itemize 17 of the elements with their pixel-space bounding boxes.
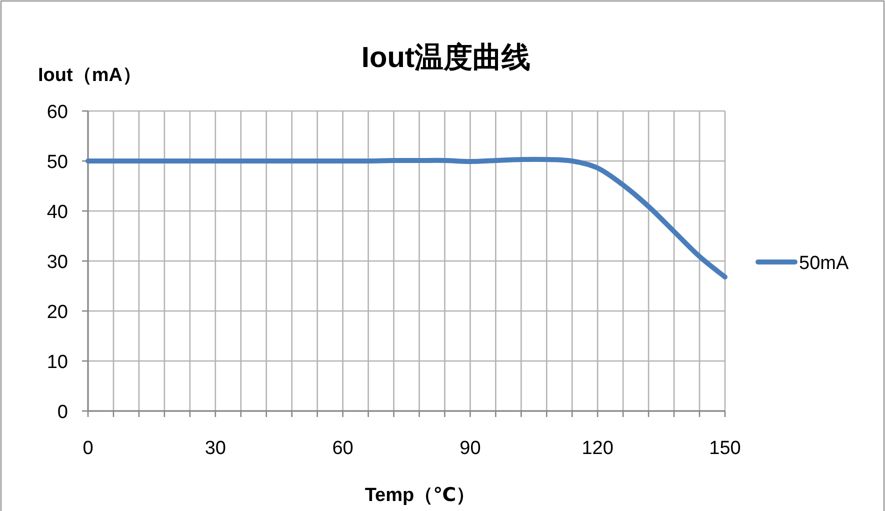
x-tick-label: 60: [332, 438, 354, 459]
x-tick-label: 120: [582, 438, 614, 459]
y-tick-label: 0: [57, 402, 68, 423]
y-tick-label: 10: [46, 352, 68, 373]
chart-title: Iout温度曲线: [361, 41, 531, 74]
y-axis-title: Iout（mA）: [38, 65, 142, 86]
legend-label: 50mA: [799, 253, 849, 274]
y-tick-label: 40: [46, 202, 68, 223]
x-axis-title: Temp（℃）: [364, 485, 476, 506]
x-tick-label: 90: [460, 438, 481, 459]
x-tick-label: 150: [709, 438, 741, 459]
x-tick-label: 30: [204, 438, 226, 459]
y-tick-label: 60: [46, 102, 68, 123]
x-tick-label: 0: [82, 438, 94, 459]
y-tick-label: 50: [46, 152, 68, 173]
y-tick-label: 30: [46, 252, 68, 273]
y-tick-label: 20: [46, 302, 68, 323]
